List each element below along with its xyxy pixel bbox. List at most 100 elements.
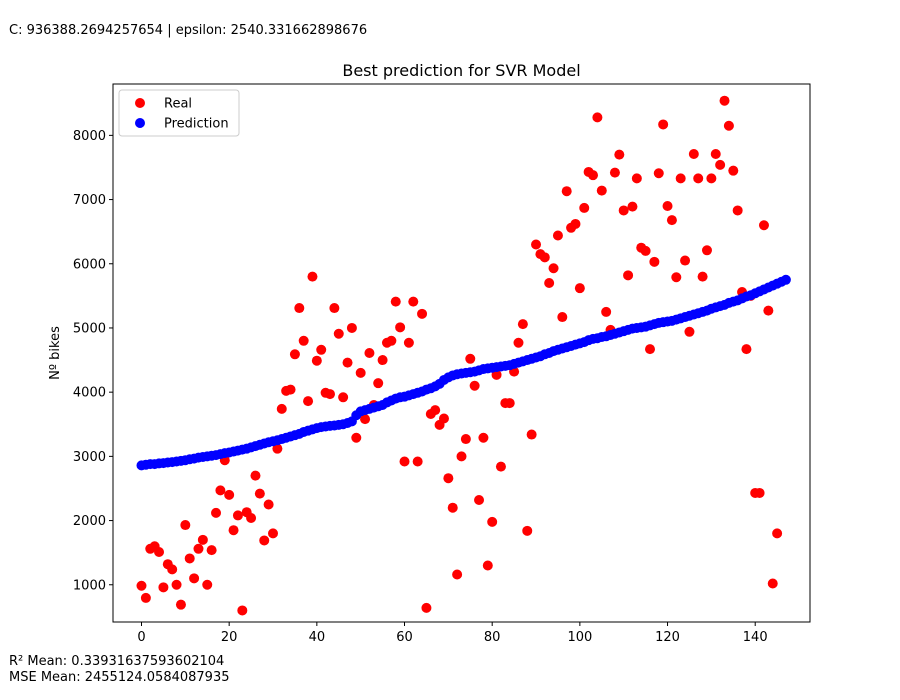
y-tick-label: 1000 (73, 578, 106, 593)
real-point (430, 405, 441, 416)
real-point (452, 569, 463, 580)
real-point (531, 239, 542, 250)
y-tick-label: 2000 (73, 514, 106, 529)
real-point (539, 252, 550, 263)
real-point (697, 271, 708, 282)
real-point (693, 173, 704, 184)
real-point (303, 396, 314, 407)
real-point (355, 367, 366, 378)
real-point (412, 456, 423, 467)
real-point (237, 605, 248, 616)
real-point (662, 200, 673, 211)
real-point (671, 272, 682, 283)
x-tick-label: 60 (396, 630, 413, 645)
model-params-text: C: 936388.2694257654 | epsilon: 2540.331… (9, 23, 368, 38)
prediction-series (136, 274, 791, 471)
real-point (596, 185, 607, 196)
real-point (342, 357, 353, 368)
real-point (640, 245, 651, 256)
real-point (649, 256, 660, 267)
real-point (443, 473, 454, 484)
x-tick-label: 120 (655, 630, 680, 645)
real-point (627, 201, 638, 212)
real-point (180, 520, 191, 531)
real-point (154, 547, 165, 558)
real-point (136, 580, 147, 591)
real-point (684, 326, 695, 337)
real-point (522, 525, 533, 536)
real-point (232, 510, 243, 521)
real-point (175, 599, 186, 610)
real-point (403, 337, 414, 348)
real-point (324, 389, 335, 400)
real-point (715, 159, 726, 170)
real-point (417, 308, 428, 319)
real-point (333, 328, 344, 339)
real-point (680, 255, 691, 266)
real-point (706, 173, 717, 184)
real-point (478, 432, 489, 443)
real-point (666, 215, 677, 226)
real-point (557, 312, 568, 323)
real-point (631, 173, 642, 184)
legend-real-marker (135, 98, 145, 108)
real-point (723, 120, 734, 131)
real-point (688, 148, 699, 159)
y-tick-label: 5000 (73, 321, 106, 336)
y-tick-label: 8000 (73, 129, 106, 144)
real-point (285, 384, 296, 395)
real-point (653, 168, 664, 179)
real-point (438, 413, 449, 424)
real-point (289, 349, 300, 360)
real-point (228, 525, 239, 536)
legend-prediction-label: Prediction (164, 117, 229, 132)
real-point (517, 319, 528, 330)
real-point (465, 353, 476, 364)
real-point (364, 348, 375, 358)
real-point (206, 545, 217, 556)
real-point (763, 305, 774, 316)
real-point (140, 592, 151, 603)
real-point (447, 502, 458, 513)
plot-frame (112, 83, 811, 623)
real-point (272, 443, 283, 454)
real-point (294, 303, 305, 314)
real-point (469, 380, 480, 391)
real-series (136, 95, 783, 616)
real-point (614, 149, 625, 160)
real-point (474, 495, 485, 506)
x-axis: 0 20 40 60 80 100 120 140 (137, 622, 768, 645)
x-tick-label: 100 (567, 630, 592, 645)
real-point (592, 112, 603, 123)
real-point (645, 344, 655, 355)
real-point (408, 296, 419, 307)
real-point (548, 263, 559, 274)
plot-area (113, 84, 810, 622)
real-point (250, 470, 261, 481)
real-point (193, 543, 204, 554)
real-point (544, 278, 555, 289)
real-point (184, 553, 195, 564)
real-point (658, 119, 669, 130)
real-point (758, 220, 769, 231)
real-point (386, 335, 397, 346)
real-point (495, 461, 506, 472)
real-point (623, 270, 634, 281)
metrics-text: R² Mean: 0.33931637593602104 MSE Mean: 2… (9, 654, 230, 686)
real-point (377, 355, 388, 366)
real-point (390, 296, 401, 307)
real-point (259, 535, 270, 546)
real-point (263, 499, 274, 510)
real-point (456, 451, 467, 462)
legend: Real Prediction (118, 89, 240, 137)
real-point (276, 403, 287, 414)
y-tick-label: 4000 (73, 386, 106, 401)
real-point (171, 579, 182, 590)
real-point (579, 202, 590, 213)
real-point (588, 170, 599, 181)
real-point (307, 271, 318, 282)
real-point (399, 456, 410, 467)
real-point (351, 432, 362, 443)
real-point (316, 344, 327, 355)
